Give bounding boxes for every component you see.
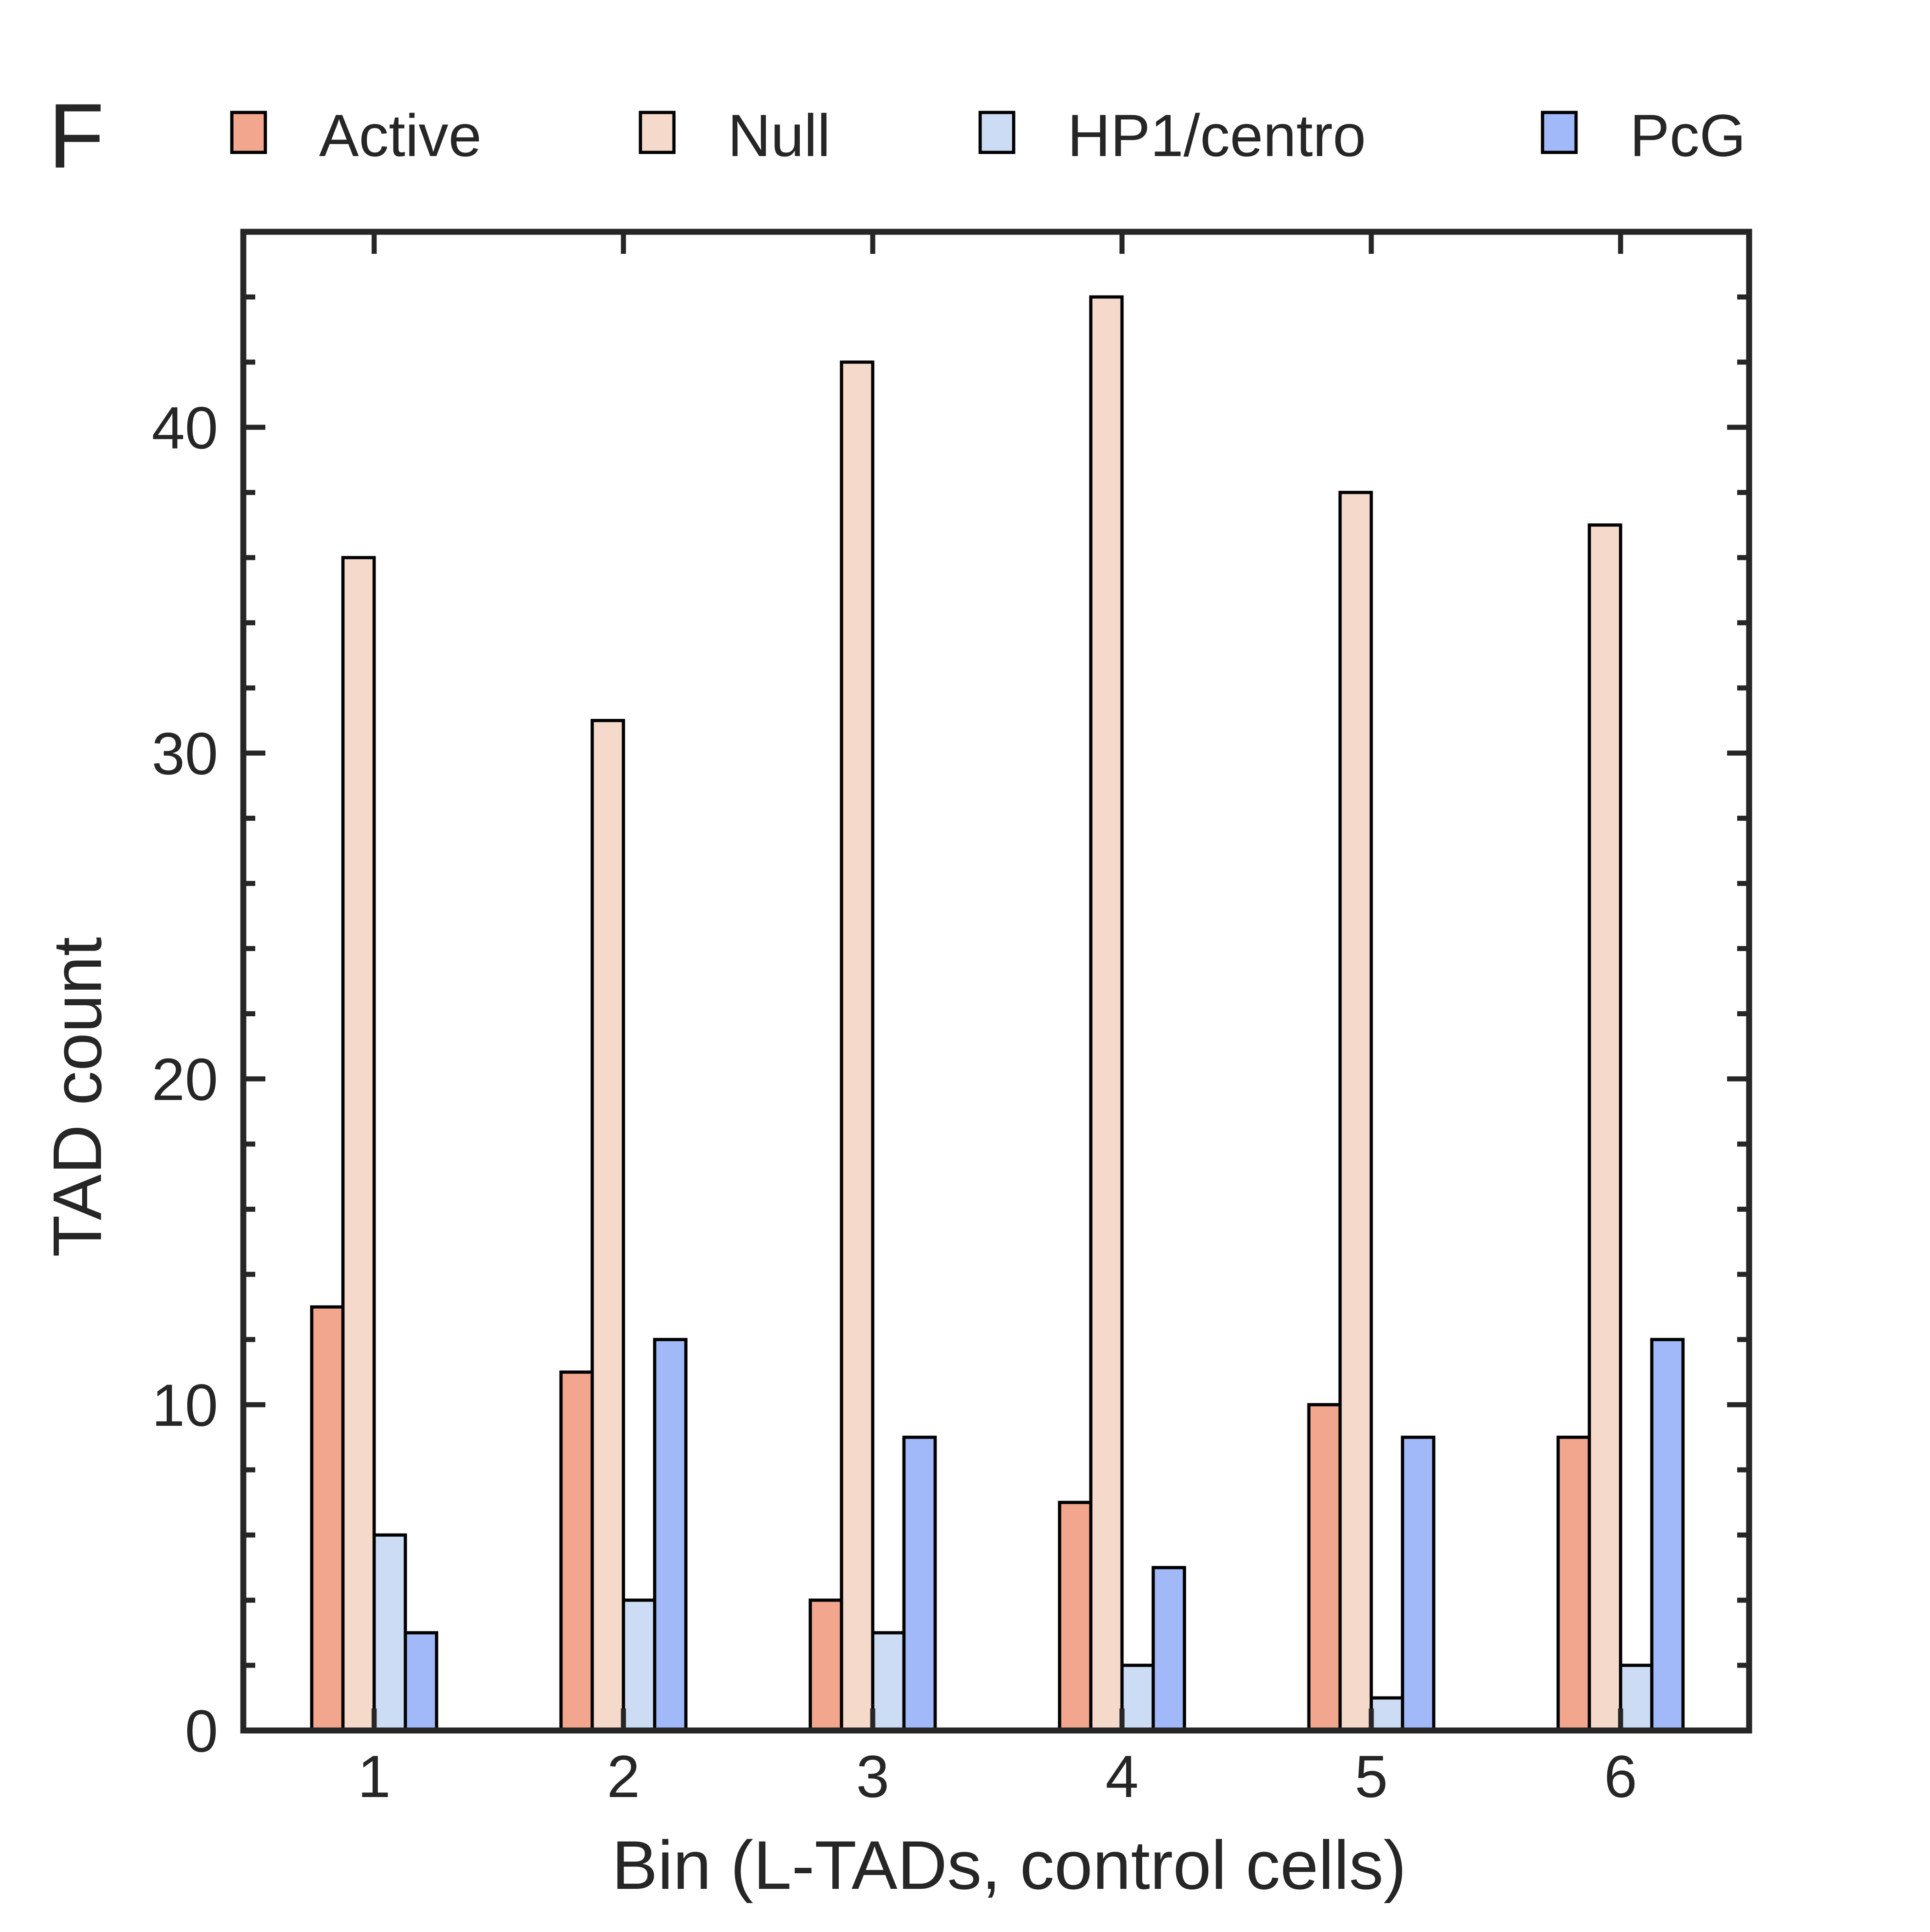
legend-swatch-hp1-centro	[978, 111, 1015, 154]
bar-hp1-centro-bin-4	[1120, 1663, 1155, 1732]
bar-null-bin-4	[1089, 295, 1124, 1732]
bar-active-bin-5	[1307, 1403, 1342, 1732]
x-axis-ticks: 1 2 3 4 5 6	[358, 232, 1637, 1810]
bar-pcg-bin-3	[902, 1435, 937, 1732]
y-tick-label: 10	[151, 1372, 218, 1439]
y-axis-label: TAD count	[39, 937, 116, 1257]
legend-label-active: Active	[319, 102, 482, 169]
bars	[310, 295, 1685, 1732]
legend-label-null: Null	[728, 102, 830, 169]
bar-pcg-bin-1	[404, 1631, 438, 1732]
bar-hp1-centro-bin-6	[1619, 1663, 1654, 1732]
x-tick-label: 3	[856, 1743, 889, 1810]
x-tick-label: 6	[1604, 1743, 1637, 1810]
bar-hp1-centro-bin-1	[372, 1533, 407, 1732]
bar-null-bin-1	[341, 556, 376, 1732]
bar-pcg-bin-2	[653, 1338, 688, 1732]
x-tick-label: 2	[607, 1743, 640, 1810]
bar-active-bin-1	[310, 1305, 345, 1732]
bar-pcg-bin-5	[1401, 1435, 1436, 1732]
panel-label: F	[48, 85, 104, 187]
legend-swatch-pcg	[1541, 111, 1578, 154]
bar-active-bin-2	[559, 1370, 594, 1732]
bar-pcg-bin-6	[1650, 1338, 1685, 1732]
y-tick-label: 0	[185, 1697, 218, 1764]
plot-frame	[240, 229, 1752, 1734]
x-tick-label: 1	[358, 1743, 391, 1810]
bar-pcg-bin-4	[1151, 1566, 1186, 1732]
x-tick-label: 4	[1105, 1743, 1139, 1810]
bar-null-bin-5	[1338, 491, 1373, 1732]
bar-hp1-centro-bin-5	[1369, 1696, 1404, 1732]
bar-null-bin-6	[1588, 523, 1622, 1732]
bar-null-bin-2	[590, 719, 625, 1732]
legend-label-pcg: PcG	[1630, 102, 1746, 169]
bar-active-bin-4	[1058, 1501, 1093, 1732]
y-tick-label: 20	[151, 1046, 218, 1113]
y-tick-label: 30	[151, 720, 218, 787]
axes	[240, 229, 1752, 1734]
legend-swatch-null	[639, 111, 676, 154]
y-axis-ticks: 0 10 20 30 40	[151, 229, 1749, 1764]
legend-label-hp1-centro: HP1/centro	[1067, 102, 1366, 169]
bar-hp1-centro-bin-2	[622, 1598, 656, 1732]
legend-swatch-active	[230, 111, 267, 154]
legend: Active Null HP1/centro PcG	[230, 102, 1746, 169]
y-tick-label: 40	[151, 394, 218, 461]
x-tick-label: 5	[1355, 1743, 1388, 1810]
bar-null-bin-3	[840, 360, 875, 1732]
x-axis-label: Bin (L-TADs, control cells)	[612, 1826, 1407, 1904]
bar-active-bin-3	[808, 1598, 843, 1732]
bar-hp1-centro-bin-3	[871, 1631, 906, 1732]
bar-active-bin-6	[1556, 1435, 1591, 1732]
